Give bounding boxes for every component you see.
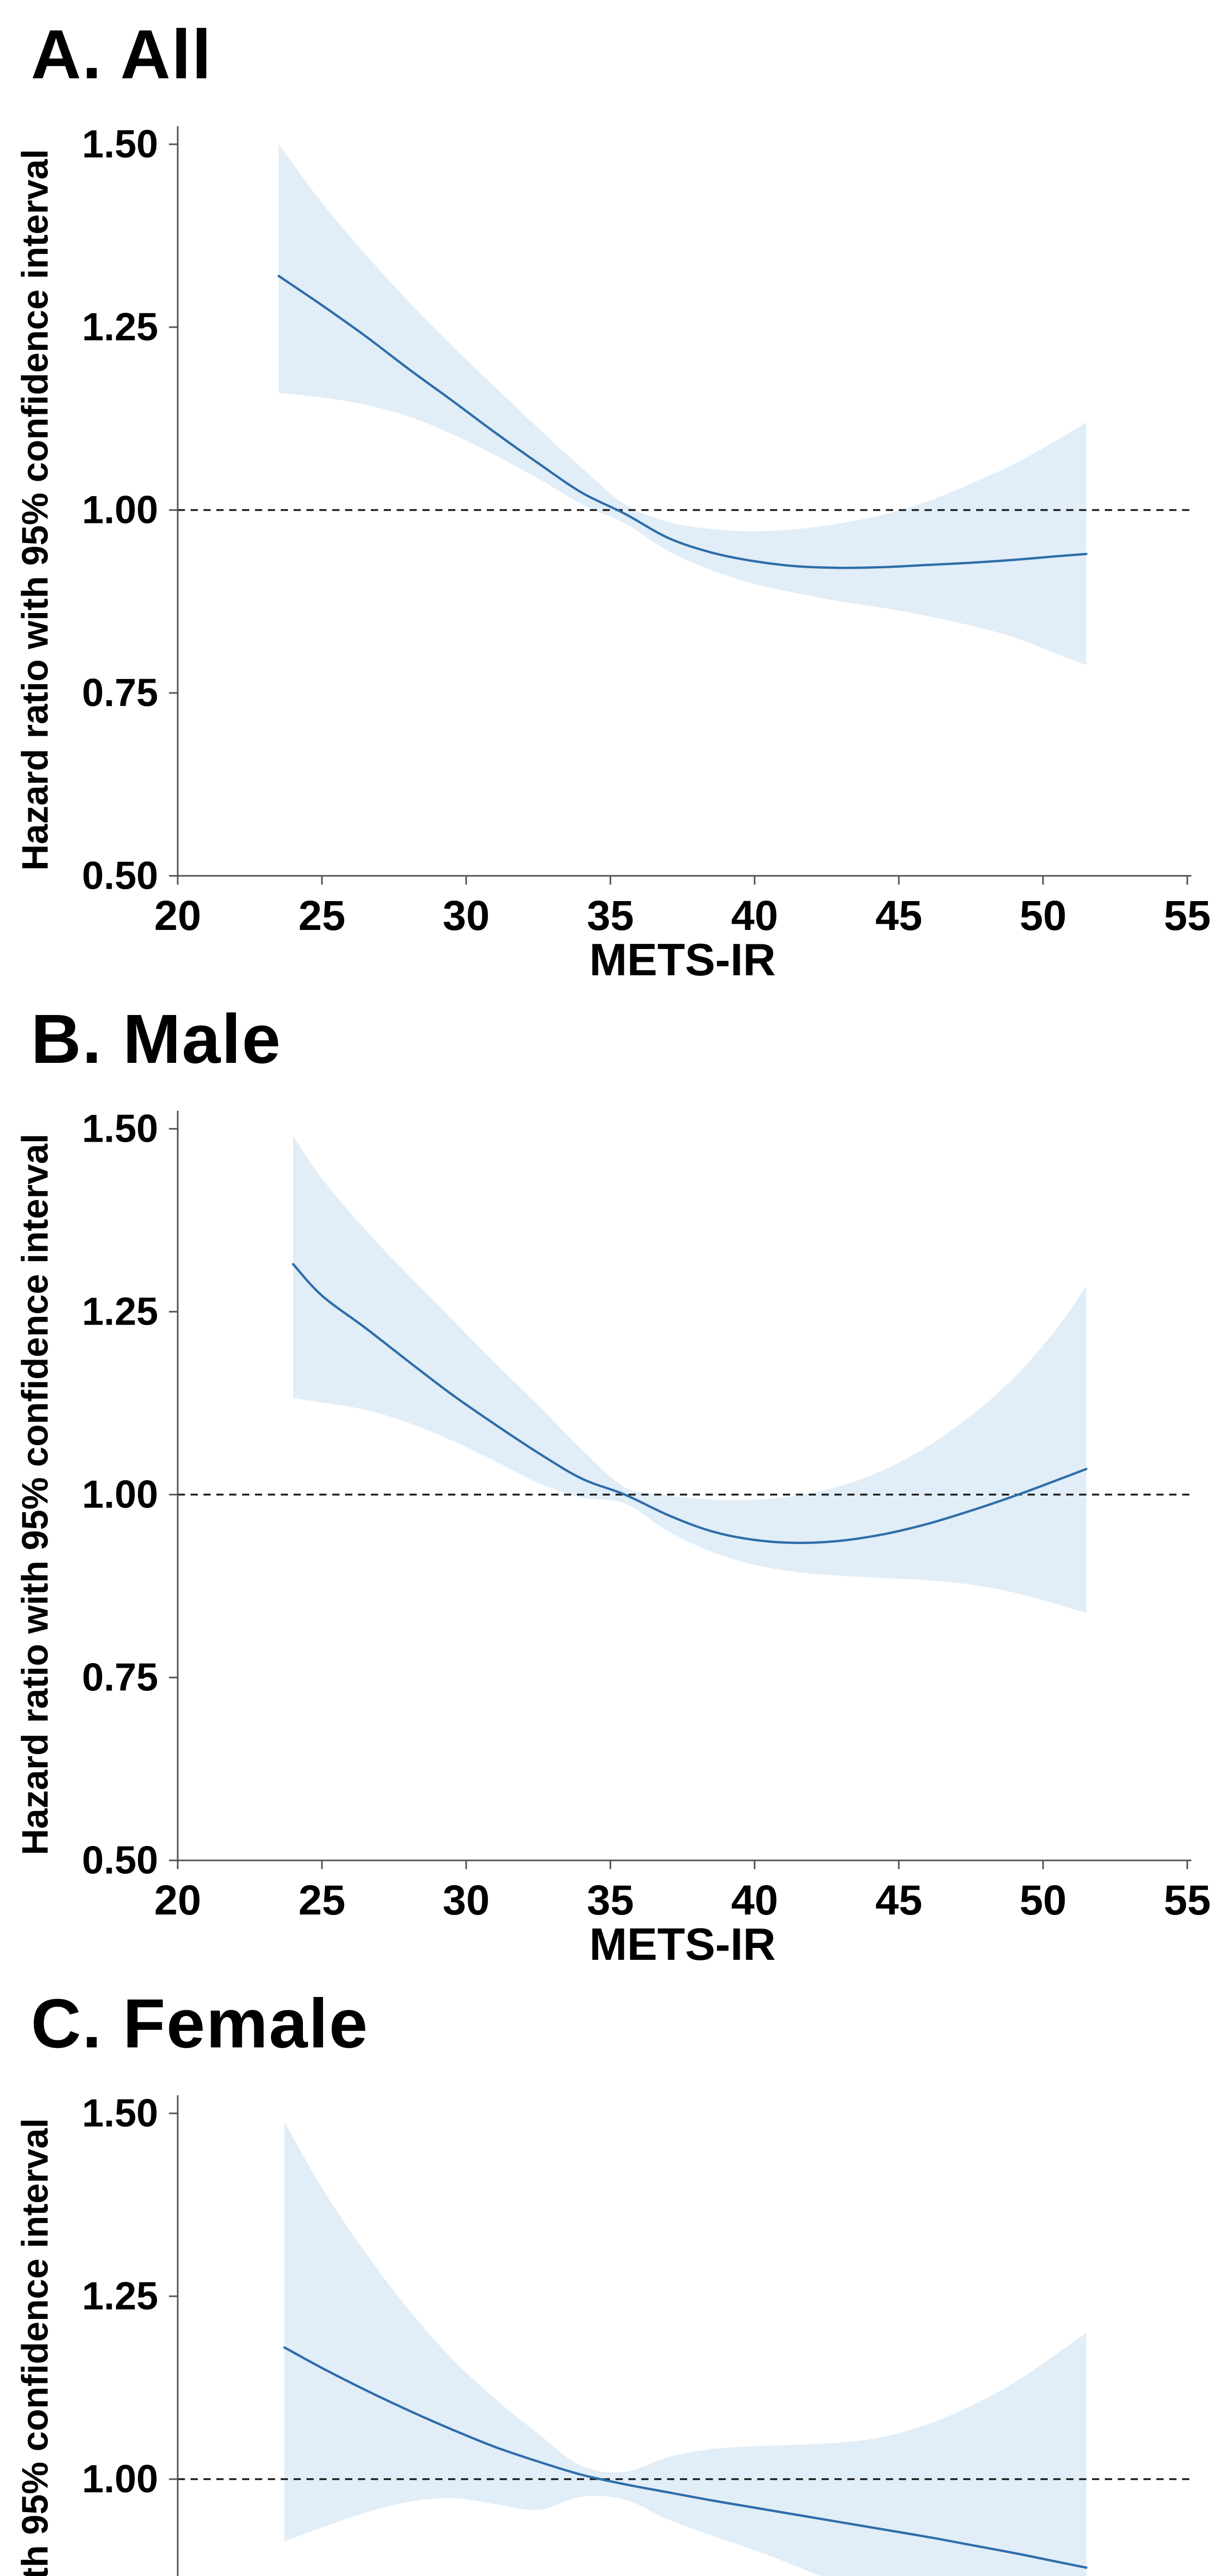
panel-male: B. Male Hazard ratio with 95% confidence…	[0, 985, 1229, 1970]
panel-female: C. Female Hazard ratio with 95% confiden…	[0, 1969, 1229, 2576]
y-tick-label: 1.50	[82, 1107, 158, 1151]
x-tick-label: 20	[154, 892, 201, 939]
y-tick-label: 1.25	[82, 2275, 158, 2318]
x-tick-label: 40	[731, 1877, 778, 1924]
x-axis-label: METS-IR	[589, 1919, 776, 1970]
y-tick-label: 0.75	[82, 1656, 158, 1700]
ci-band	[279, 144, 1086, 665]
x-tick-label: 45	[875, 1877, 922, 1924]
y-tick-label: 0.50	[82, 854, 158, 898]
x-tick-label: 25	[298, 892, 345, 939]
ci-band	[284, 2122, 1086, 2576]
panel-title-all: A. All	[31, 15, 213, 93]
panel-title-male: B. Male	[31, 1000, 282, 1078]
x-tick-label: 35	[587, 1877, 634, 1924]
y-tick-label: 0.50	[82, 1839, 158, 1883]
x-tick-label: 30	[442, 1877, 489, 1924]
x-tick-label: 50	[1019, 1877, 1066, 1924]
y-tick-label: 1.50	[82, 123, 158, 166]
x-tick-label: 55	[1164, 892, 1210, 939]
y-tick-label: 1.00	[82, 2458, 158, 2501]
x-tick-label: 50	[1019, 892, 1066, 939]
hr-curve	[292, 1263, 1088, 1544]
hr-curve	[283, 2346, 1088, 2569]
x-tick-label: 35	[587, 892, 634, 939]
y-tick-label: 1.25	[82, 1290, 158, 1334]
ci-band	[293, 1136, 1086, 1613]
x-tick-label: 20	[154, 1877, 201, 1924]
x-tick-label: 55	[1164, 1877, 1210, 1924]
y-tick-label: 1.00	[82, 1473, 158, 1517]
x-tick-label: 30	[442, 892, 489, 939]
panel-title-female: C. Female	[31, 1985, 369, 2062]
x-axis-label: METS-IR	[589, 934, 776, 985]
y-tick-label: 0.75	[82, 671, 158, 715]
x-tick-label: 45	[875, 892, 922, 939]
x-tick-label: 25	[298, 1877, 345, 1924]
x-tick-label: 40	[731, 892, 778, 939]
y-tick-label: 1.50	[82, 2092, 158, 2136]
y-tick-label: 1.25	[82, 306, 158, 349]
y-tick-label: 1.00	[82, 488, 158, 532]
hr-curve	[277, 275, 1088, 569]
panel-all: A. All Hazard ratio with 95% confidence …	[0, 0, 1229, 985]
